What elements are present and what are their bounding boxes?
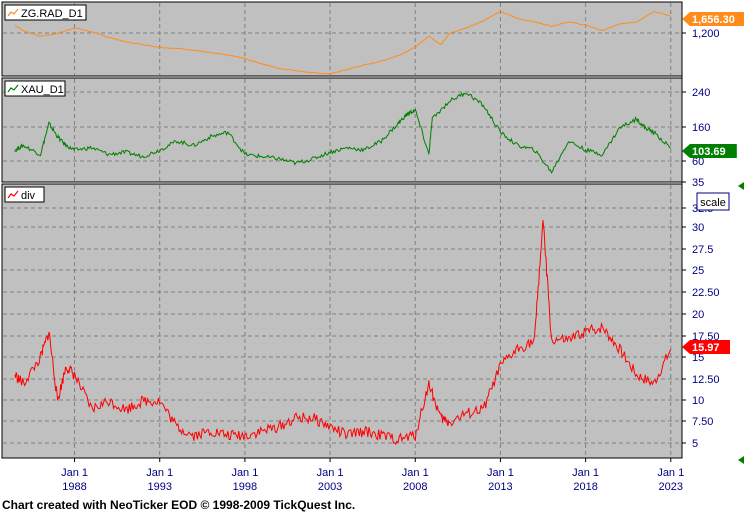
xau-legend-label: XAU_D1 [21,84,64,96]
x-tick-label-month: Jan 1 [402,467,429,479]
x-tick-label-month: Jan 1 [657,467,684,479]
splitter-arrow-icon[interactable] [738,456,744,464]
div-last-value: 15.97 [692,342,720,354]
y-tick-label: 1,200 [692,28,720,40]
x-tick-label-year: 1993 [147,481,171,493]
y-tick-label: 35 [692,177,704,189]
zg-legend-box[interactable] [4,4,87,21]
x-tick-label-year: 2018 [573,481,597,493]
y-tick-label: 25 [692,265,704,277]
zg-series-line [14,10,671,75]
x-tick-label-month: Jan 1 [572,467,599,479]
div-series-line [14,220,672,446]
x-axis-ticks: Jan 1 1988 Jan 1 1993 Jan 1 1998 Jan 1 2003 Jan … [61,458,684,493]
y-axis-ticks: 1,200240160603532.53027.52522.502017.501… [682,28,720,450]
series-lines [14,10,672,446]
y-tick-label: 7.50 [692,416,713,428]
x-tick-label-year: 1988 [62,481,86,493]
zg-last-value: 1,656.30 [692,14,735,26]
y-tick-label: 10 [692,395,704,407]
div-last-value-badge [682,340,730,354]
div-legend-box[interactable] [4,186,45,203]
copyright-footer: Chart created with NeoTicker EOD © 1998-… [2,498,356,512]
line-series-icon [7,190,19,199]
x-tick-label-year: 1998 [233,481,257,493]
xau-last-value-badge [682,144,737,158]
x-tick-label-month: Jan 1 [146,467,173,479]
xau-panel[interactable] [1,77,683,183]
zg-panel[interactable] [1,1,683,77]
x-tick-label-year: 2023 [659,481,683,493]
x-tick-label-year: 2013 [488,481,512,493]
y-tick-label: 160 [692,122,710,134]
line-series-icon [7,84,19,93]
y-tick-label: 240 [692,87,710,99]
last-value-labels: 1,656.30 103.69 15.97 [682,12,744,354]
y-tick-label: 15 [692,352,704,364]
y-tick-label: 12.50 [692,374,720,386]
x-tick-label-month: Jan 1 [317,467,344,479]
xau-legend-box[interactable] [4,80,66,97]
div-panel[interactable] [1,183,683,459]
line-series-icon [7,8,19,17]
splitter-arrow-icon[interactable] [738,182,744,190]
scale-button-label: scale [700,197,726,209]
y-tick-label: 27.5 [692,244,713,256]
xau-last-value: 103.69 [692,146,726,158]
zg-legend-label: ZG.RAD_D1 [21,8,83,20]
x-tick-label-month: Jan 1 [61,467,88,479]
y-tick-label: 30 [692,222,704,234]
grid-lines [3,3,681,457]
div-legend-label: div [21,190,36,202]
x-tick-label-year: 2008 [403,481,427,493]
scale-button[interactable]: scale [696,192,730,211]
x-tick-label-month: Jan 1 [231,467,258,479]
xau-series-line [14,92,672,174]
zg-last-value-badge [682,12,744,26]
neoticker-chart: 1,200240160603532.53027.52522.502017.501… [1,1,744,493]
x-tick-label-year: 2003 [318,481,342,493]
y-tick-label: 5 [692,438,698,450]
y-tick-label: 22.50 [692,287,720,299]
y-tick-label: 60 [692,156,704,168]
y-tick-label: 20 [692,309,704,321]
x-tick-label-month: Jan 1 [487,467,514,479]
